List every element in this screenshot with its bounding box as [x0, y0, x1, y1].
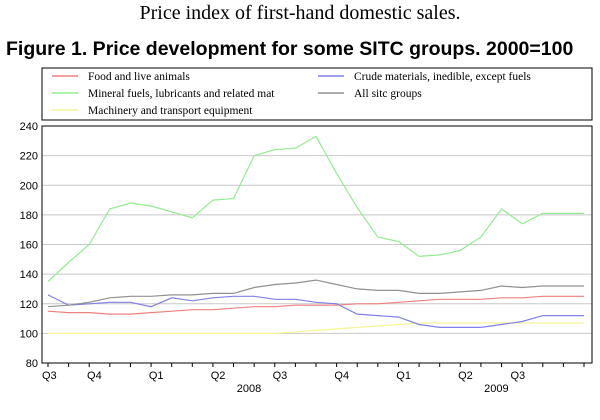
series-line-food-and-live-animals	[47, 295, 584, 315]
x-tick-label: Q1	[149, 370, 164, 382]
legend-label: Crude materials, inedible, except fuels	[354, 71, 531, 83]
y-tick-label: 100	[20, 328, 38, 340]
y-tick-label: 160	[20, 240, 38, 252]
legend-label: Mineral fuels, lubricants and related ma…	[88, 88, 275, 100]
page-subtitle: Price index of first-hand domestic sales…	[139, 2, 461, 24]
y-axis: 80 100 120 140 160 180 200 220 240	[20, 121, 38, 370]
series-line-crude-materials-inedible-except-fuels	[47, 294, 584, 328]
legend-label: Machinery and transport equipment	[88, 105, 253, 117]
y-tick-label: 140	[20, 269, 38, 281]
x-tick-label: Q3	[273, 370, 288, 382]
x-tick-label: Q2	[458, 370, 473, 382]
x-tick-label: Q2	[211, 370, 226, 382]
y-tick-label: 180	[20, 210, 38, 222]
x-tick-label: Q4	[334, 370, 349, 382]
gridlines	[42, 155, 592, 334]
legend-label: All sitc groups	[354, 88, 422, 100]
x-tick-label: Q3	[42, 370, 57, 382]
year-label: 2009	[484, 383, 508, 395]
series-line-all-sitc-groups	[47, 279, 584, 308]
series-lines	[47, 135, 584, 334]
x-tick-label: Q4	[87, 370, 102, 382]
x-tick-label: Q1	[396, 370, 411, 382]
x-axis: Q3 Q4 Q1 Q2 Q3 Q4 Q1 Q2 Q3 2008 2009	[42, 363, 585, 395]
plot-frame	[41, 125, 593, 364]
series-line-mineral-fuels-lubricants-and-related-mat	[47, 135, 584, 282]
x-tick-label: Q3	[510, 370, 525, 382]
y-tick-label: 120	[20, 299, 38, 311]
series-line-machinery-and-transport-equipment	[48, 322, 584, 334]
y-tick-label: 240	[20, 121, 38, 133]
legend-label: Food and live animals	[88, 71, 190, 83]
legend: Food and live animals Mineral fuels, lubr…	[41, 67, 593, 121]
y-tick-label: 200	[20, 180, 38, 192]
y-tick-label: 80	[26, 358, 38, 370]
figure-title: Figure 1. Price development for some SIT…	[6, 38, 574, 60]
legend-box	[41, 67, 593, 121]
y-tick-label: 220	[20, 151, 38, 163]
year-label: 2008	[237, 383, 261, 395]
